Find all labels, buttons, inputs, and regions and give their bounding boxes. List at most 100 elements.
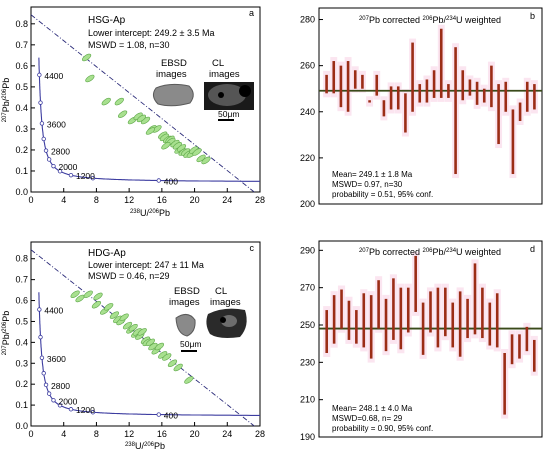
panel-b-error-bar bbox=[490, 65, 493, 108]
panel-a-cl-label: CL images bbox=[209, 58, 240, 80]
panel-b-error-bar bbox=[425, 79, 429, 103]
panel-c-ylabel: 207Pb/206Pb bbox=[1, 311, 11, 356]
panel-c-age-label: 4400 bbox=[44, 306, 63, 316]
panel-d-plot: 190 210 230 250 270 290 bbox=[300, 245, 542, 442]
panel-b-title-sup2: 206 bbox=[422, 16, 433, 22]
panel-d-title-b: Pb/ bbox=[433, 247, 447, 257]
panel-c-ytick-label: 0.3 bbox=[15, 358, 28, 368]
panel-d-ytick-label: 230 bbox=[300, 357, 315, 367]
panel-d-stat-2: MSWD=0.68, n= 29 bbox=[332, 414, 403, 423]
panel-a-ylabel-sup2: 206 bbox=[2, 88, 8, 99]
panel-b-title-b: Pb/ bbox=[433, 15, 447, 25]
panel-c-xtick-label: 20 bbox=[190, 429, 200, 439]
panel-c-cl-images-word: images bbox=[210, 297, 241, 308]
panel-a-ytick-label: 0.5 bbox=[15, 82, 28, 92]
panel-c-xlabel-sup1: 238 bbox=[125, 442, 136, 448]
panel-c-age-marker bbox=[46, 391, 52, 396]
panel-c-title: HDG-Ap bbox=[88, 248, 126, 259]
panel-c-xtick-label: 16 bbox=[157, 429, 167, 439]
panel-c-data-ellipse bbox=[128, 323, 138, 332]
panel-a-xtick-label: 24 bbox=[222, 195, 232, 205]
panel-d-title: 207Pb corrected 206Pb/234U weighted bbox=[359, 247, 501, 257]
panel-a-ylabel-pb2: Pb bbox=[1, 78, 11, 89]
panel-a-xtick-label: 12 bbox=[124, 195, 134, 205]
panel-c-age-marker bbox=[156, 412, 161, 417]
panel-b-title-sup1: 207 bbox=[359, 16, 370, 22]
panel-c-images-word: images bbox=[169, 297, 200, 308]
panel-b-title-sup3: 234 bbox=[446, 16, 457, 22]
panel-c-xtick-label: 4 bbox=[61, 429, 66, 439]
panel-a-xtick-label: 0 bbox=[28, 195, 33, 205]
panel-a-age-label: 400 bbox=[164, 177, 178, 187]
panel-b-error-bar bbox=[504, 81, 508, 112]
panel-a-ylabel: 207Pb/206Pb bbox=[1, 78, 11, 123]
panel-a-age-marker bbox=[41, 136, 46, 142]
panel-a-annotation-1: Lower intercept: 249.2 ± 3.5 Ma bbox=[88, 28, 215, 38]
panel-c-age-marker bbox=[39, 355, 45, 360]
panel-d-error-bar bbox=[488, 302, 492, 346]
panel-a-data-ellipse bbox=[101, 97, 111, 106]
panel-b-error-bar bbox=[404, 93, 407, 133]
panel-a-ytick-label: 0.1 bbox=[15, 166, 28, 176]
panel-a-age-marker bbox=[51, 163, 56, 169]
panel-b-error-bar bbox=[533, 84, 536, 110]
panel-c-ylabel-pb: Pb/ bbox=[1, 331, 11, 345]
panel-c-xtick-label: 8 bbox=[94, 429, 99, 439]
panel-d-ytick-label: 190 bbox=[300, 432, 315, 442]
panel-d-error-bar bbox=[392, 278, 395, 340]
panel-b-ytick-label: 240 bbox=[300, 107, 315, 117]
panel-d-error-bar bbox=[369, 295, 373, 359]
panel-c-data-ellipse bbox=[167, 359, 178, 368]
panel-d-title-sup3: 234 bbox=[446, 248, 457, 254]
panel-b-error-bar bbox=[432, 70, 436, 98]
panel-b-error-bar bbox=[346, 61, 350, 112]
panel-a-ytick-label: 0.7 bbox=[15, 40, 28, 50]
panel-a-ebsd-label: EBSD images bbox=[156, 58, 187, 80]
panel-d-title-c: U weighted bbox=[456, 247, 501, 257]
panel-d-error-bar bbox=[399, 287, 403, 350]
panel-a-xtick-label: 8 bbox=[94, 195, 99, 205]
panel-b-error-bar bbox=[475, 81, 479, 105]
panel-c: 0 4 8 12 16 20 24 28 0.0 0.1 0.2 0.3 0.4 0.5 0.6 0.7 0.8… bbox=[1, 241, 265, 451]
panel-b-stat-1: Mean= 249.1 ± 1.8 Ma bbox=[332, 170, 413, 179]
panel-a-ytick-label: 0.0 bbox=[15, 187, 28, 197]
panel-d-error-bar bbox=[362, 293, 366, 348]
panel-a-data-ellipse bbox=[118, 110, 128, 118]
panel-c-age-marker bbox=[41, 371, 46, 376]
panel-a-age-marker bbox=[68, 172, 74, 178]
panel-a-xlabel-sup1: 238 bbox=[130, 209, 141, 215]
panel-b-plot: 200 220 240 260 280 bbox=[300, 15, 542, 209]
panel-a-data-ellipse bbox=[81, 53, 92, 62]
panel-b-error-bar bbox=[325, 74, 328, 94]
panel-d-error-bar bbox=[332, 295, 336, 344]
panel-b-error-bar bbox=[418, 84, 422, 103]
panel-b-error-bar bbox=[461, 70, 465, 101]
panel-c-data-ellipse bbox=[162, 353, 172, 361]
panel-a-title: HSG-Ap bbox=[88, 15, 126, 26]
panel-a-ebsd-image bbox=[149, 82, 199, 107]
panel-c-data-ellipse bbox=[148, 342, 158, 351]
panel-c-cl-label: CL images bbox=[210, 286, 241, 308]
panel-a-age-marker bbox=[90, 175, 96, 181]
panel-c-ticks: 0 4 8 12 16 20 24 28 0.0 0.1 0.2 0.3 0.4 0.5 0.6 0.7 0.8 bbox=[15, 254, 265, 439]
panel-c-ebsd-image bbox=[175, 314, 196, 337]
panel-b-error-bar bbox=[447, 84, 450, 98]
panel-c-ytick-label: 0.2 bbox=[15, 379, 28, 389]
panel-c-cl-word: CL bbox=[215, 286, 227, 297]
panel-c-xlabel-pb: Pb bbox=[154, 441, 165, 451]
panel-a-age-marker bbox=[38, 100, 43, 105]
panel-a-data-ellipse bbox=[136, 114, 147, 123]
panel-b-stat-2: MSWD= 0.97, n=30 bbox=[332, 180, 403, 189]
panel-c-data-ellipse bbox=[119, 313, 129, 321]
panel-c-age-marker bbox=[38, 334, 43, 340]
panel-d-ytick-label: 270 bbox=[300, 283, 315, 293]
panel-d-label: d bbox=[530, 244, 535, 254]
panel-c-xtick-label: 24 bbox=[222, 429, 232, 439]
panel-c-cl-image bbox=[205, 307, 249, 339]
panel-a-age-label: 2000 bbox=[58, 162, 77, 172]
panel-d-ytick-label: 290 bbox=[300, 245, 315, 255]
panel-c-data-ellipse bbox=[137, 328, 147, 336]
panel-a-xtick-label: 20 bbox=[190, 195, 200, 205]
panel-c-age-marker bbox=[37, 307, 42, 312]
